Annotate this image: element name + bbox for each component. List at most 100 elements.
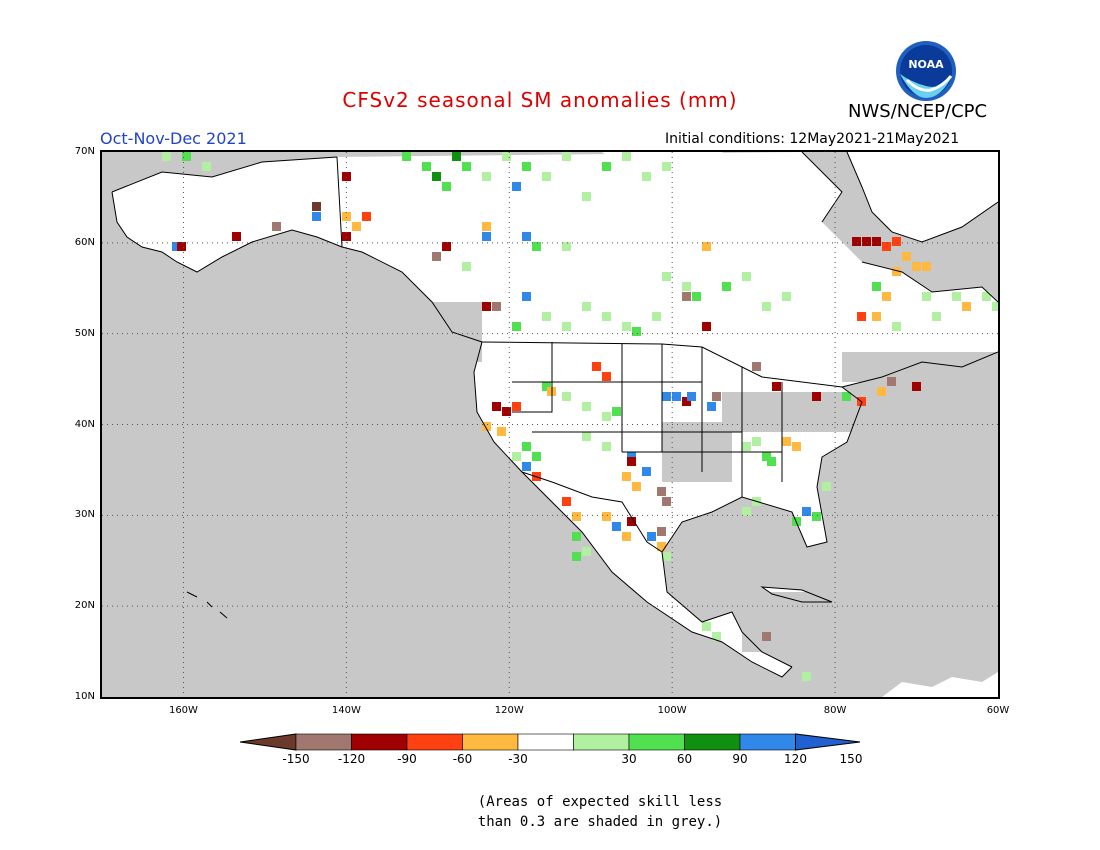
anomaly-cell [522, 292, 531, 301]
anomaly-cell [642, 467, 651, 476]
anomaly-cell [512, 452, 521, 461]
anomaly-cell [627, 457, 636, 466]
anomaly-cell [582, 432, 591, 441]
lon-label: 80W [823, 705, 847, 716]
forecast-period: Oct-Nov-Dec 2021 [100, 129, 247, 148]
colorbar-segment [739, 733, 796, 751]
anomaly-cell [542, 172, 551, 181]
anomaly-cell [702, 322, 711, 331]
anomaly-cell [707, 402, 716, 411]
colorbar-tick-label: 120 [784, 752, 807, 766]
anomaly-cell [742, 442, 751, 451]
anomaly-cell [812, 392, 821, 401]
anomaly-cell [452, 152, 461, 161]
anomaly-cell [762, 302, 771, 311]
anomaly-cell [822, 482, 831, 491]
anomaly-cell [562, 497, 571, 506]
anomaly-cell [352, 222, 361, 231]
anomaly-cell [432, 252, 441, 261]
anomaly-cell [872, 282, 881, 291]
anomaly-cell [912, 382, 921, 391]
anomaly-cell [542, 382, 551, 391]
lat-label: 70N [74, 146, 95, 157]
anomaly-cell [342, 172, 351, 181]
anomaly-cell [177, 242, 186, 251]
anomaly-cell [802, 507, 811, 516]
colorbar-tick-label: 90 [732, 752, 748, 766]
land-south-america [882, 672, 998, 697]
anomaly-cell [582, 547, 591, 556]
anomaly-cell [682, 282, 691, 291]
anomaly-cell [662, 497, 671, 506]
anomaly-cell [812, 512, 821, 521]
anomaly-cell [952, 292, 961, 301]
anomaly-cell [232, 232, 241, 241]
anomaly-cell [657, 527, 666, 536]
coast-hudson-bay [801, 152, 998, 303]
anomaly-cell [512, 182, 521, 191]
anomaly-cell [522, 232, 531, 241]
anomaly-cell [182, 152, 191, 161]
anomaly-cell [492, 302, 501, 311]
anomaly-cell [762, 452, 771, 461]
anomaly-cell [622, 152, 631, 161]
anomaly-cell [422, 162, 431, 171]
lon-label: 120W [494, 705, 524, 716]
agency-label: NWS/NCEP/CPC [848, 101, 988, 122]
anomaly-cell [767, 457, 776, 466]
anomaly-cell [512, 322, 521, 331]
anomaly-cell [622, 322, 631, 331]
colorbar-segment [684, 733, 741, 751]
noaa-logo: NOAA [895, 40, 957, 102]
map-title: CFSv2 seasonal SM anomalies (mm) [342, 88, 738, 112]
anomaly-cell [632, 327, 641, 336]
anomaly-cell [657, 487, 666, 496]
anomaly-cell [482, 232, 491, 241]
grey-region-midwest [722, 392, 862, 432]
anomaly-cell [312, 202, 321, 211]
anomaly-cell [272, 222, 281, 231]
anomaly-cell [872, 312, 881, 321]
colorbar-tick-label: -90 [397, 752, 417, 766]
anomaly-cell [582, 302, 591, 311]
anomaly-cell [782, 292, 791, 301]
grey-region-centralamerica [742, 592, 842, 652]
anomaly-cell [802, 672, 811, 681]
coast-atlantic [661, 351, 998, 668]
anomaly-cell [657, 542, 666, 551]
colorbar-segment [351, 733, 408, 751]
colorbar-tick-label: -150 [282, 752, 310, 766]
anomaly-cell [572, 532, 581, 541]
anomaly-cell [662, 272, 671, 281]
border-us-canada [481, 341, 843, 388]
anomaly-cell [462, 162, 471, 171]
anomaly-cell [962, 302, 971, 311]
coast-alaska [111, 156, 343, 273]
anomaly-cell [627, 517, 636, 526]
anomaly-cell [402, 152, 411, 161]
anomaly-cell [582, 192, 591, 201]
colorbar-segment [406, 733, 463, 751]
coast-hawaii [186, 591, 228, 619]
anomaly-cell [982, 292, 991, 301]
anomaly-cell [862, 237, 871, 246]
anomaly-cell [602, 442, 611, 451]
anomaly-cell [497, 427, 506, 436]
coast-greenland [846, 152, 998, 243]
colorbar-arrow-left [239, 733, 297, 751]
anomaly-cell [342, 212, 351, 221]
anomaly-cell [562, 242, 571, 251]
colorbar-arrow-right [795, 733, 861, 751]
anomaly-cell [742, 272, 751, 281]
anomaly-cell [932, 312, 941, 321]
anomaly-cell [912, 262, 921, 271]
anomaly-cell [612, 522, 621, 531]
anomaly-cell [632, 482, 641, 491]
anomaly-cell [892, 322, 901, 331]
colorbar-tick-label: -60 [452, 752, 473, 766]
anomaly-cell [612, 407, 621, 416]
land-alaska [112, 157, 342, 272]
anomaly-cell [712, 632, 721, 641]
anomaly-cell [482, 222, 491, 231]
colorbar-tick-label: -30 [508, 752, 528, 766]
